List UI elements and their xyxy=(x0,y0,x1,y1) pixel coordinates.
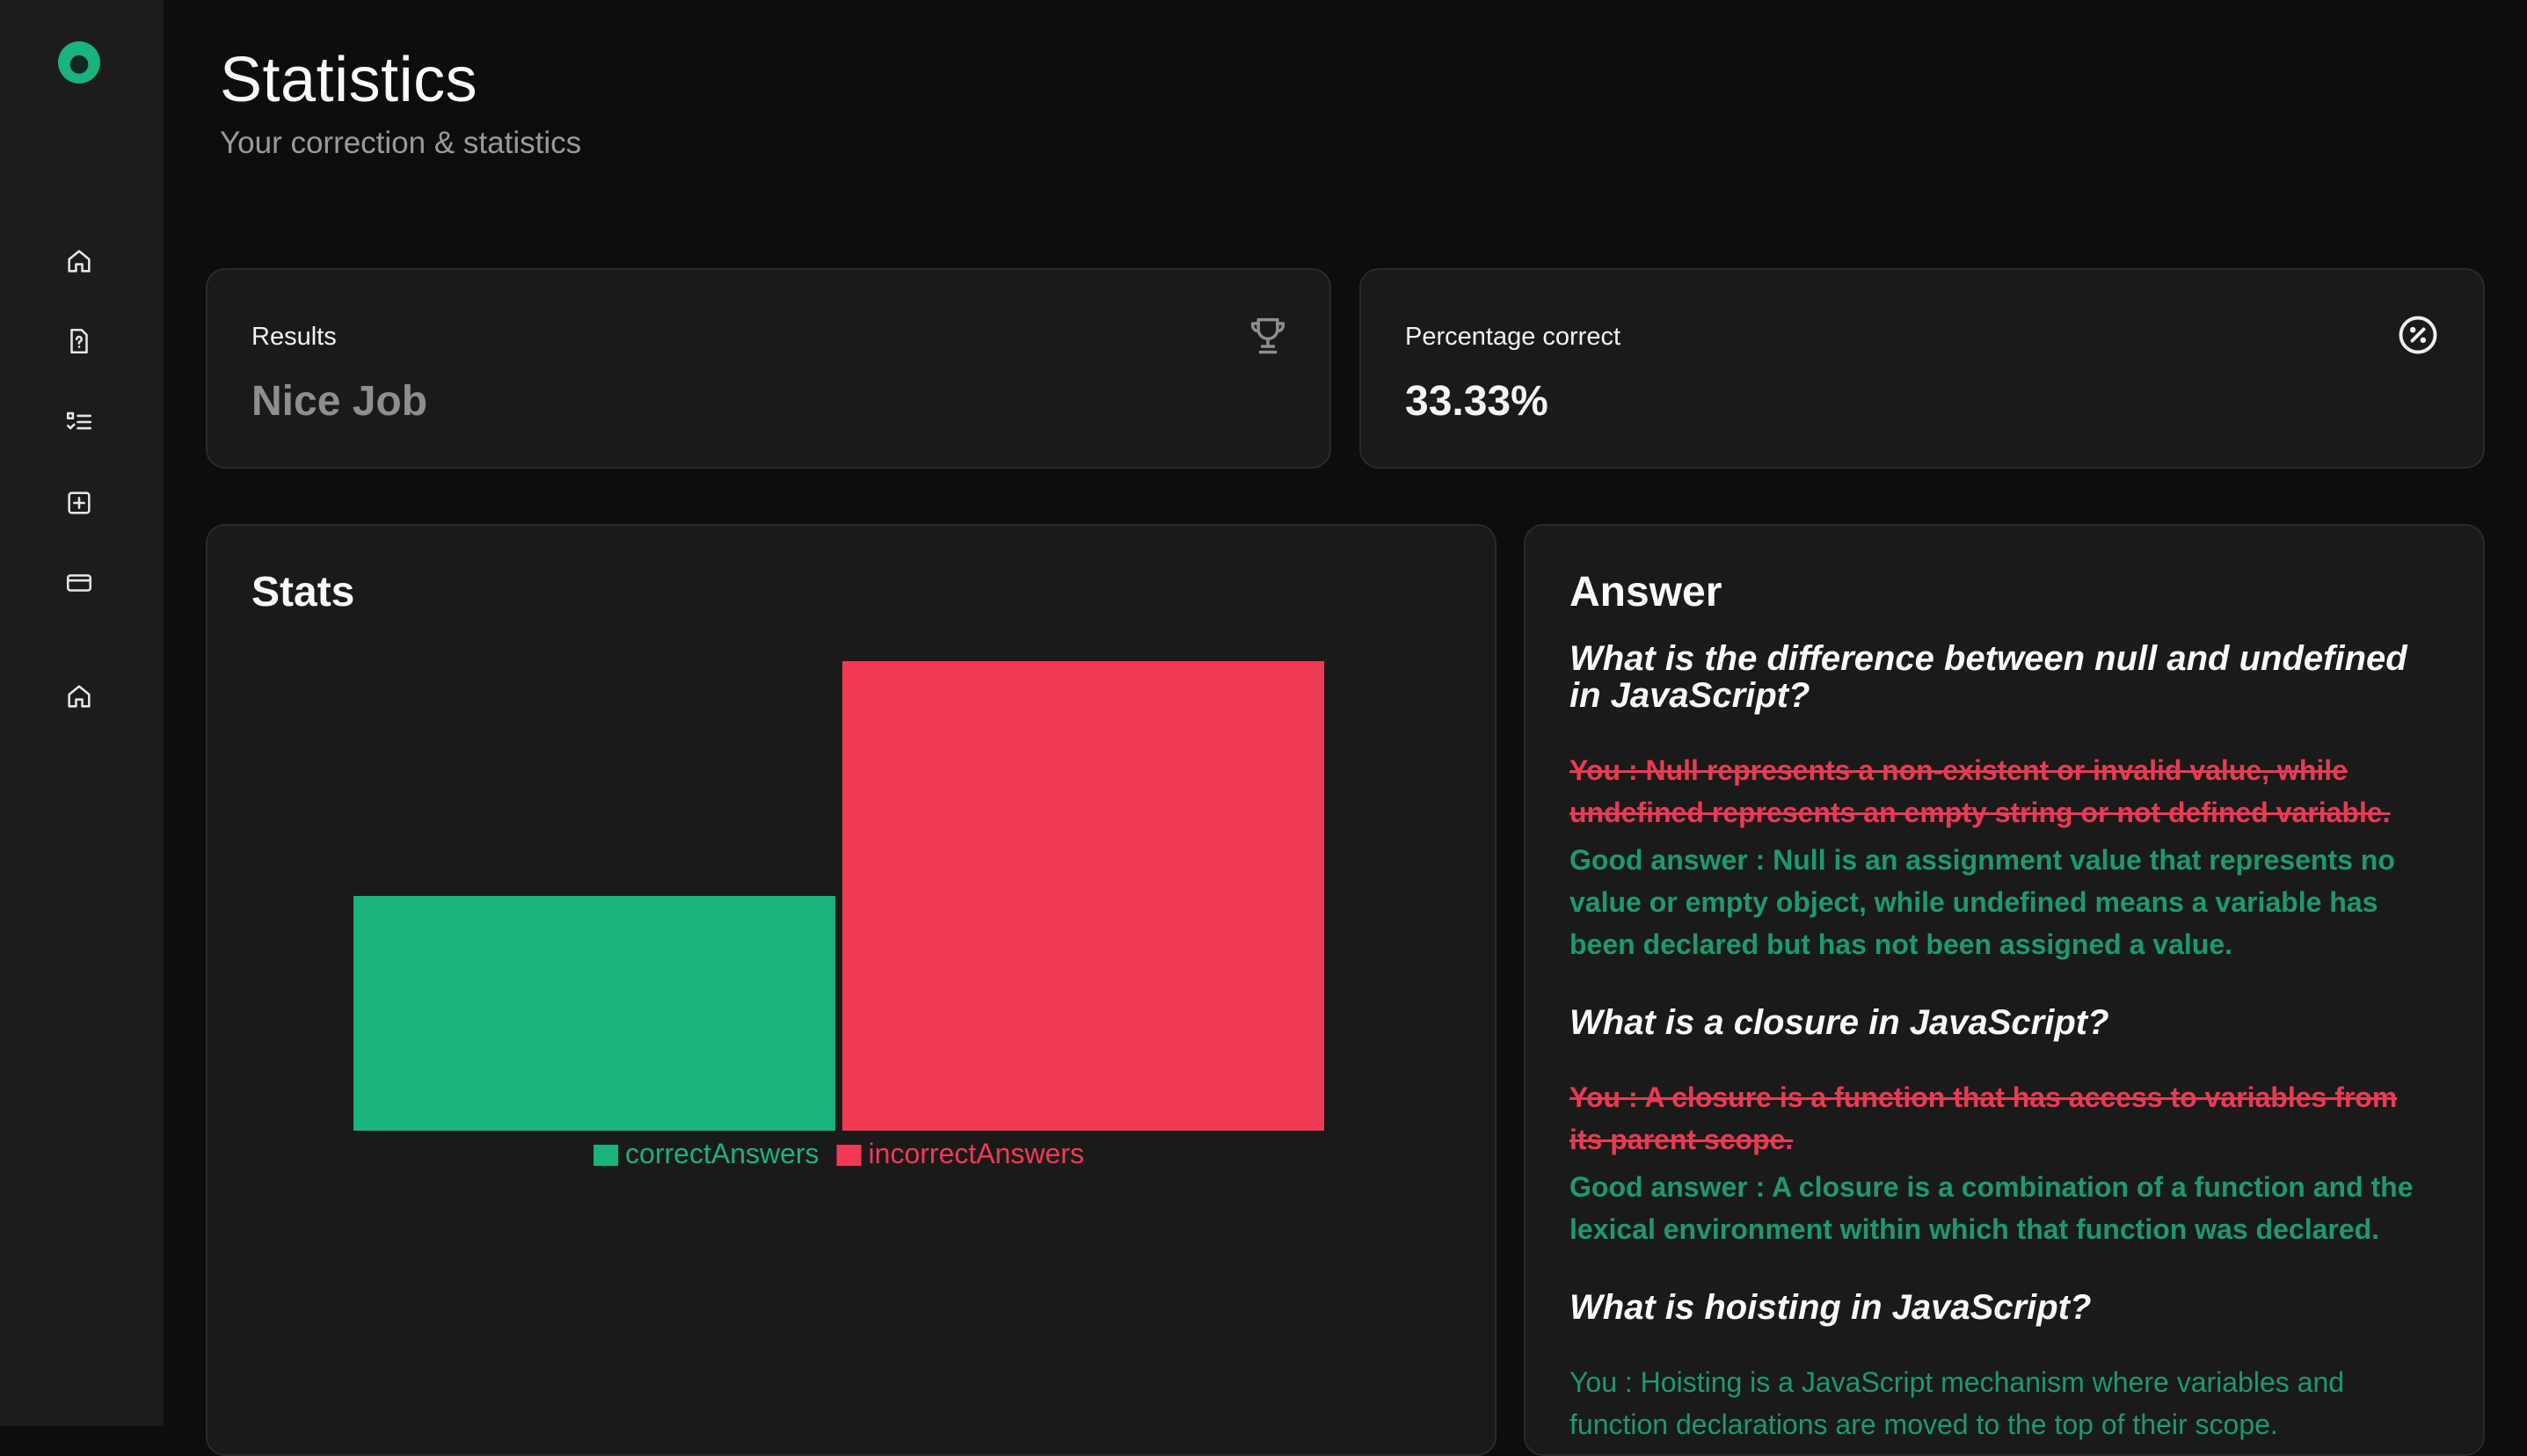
sidebar xyxy=(0,0,164,1426)
app-logo[interactable] xyxy=(58,41,100,84)
answer-item: What is a closure in JavaScript? You : A… xyxy=(1569,1004,2431,1250)
your-answer-incorrect: You : A closure is a function that has a… xyxy=(1569,1081,2398,1155)
home-icon xyxy=(68,685,91,708)
your-answer-incorrect: You : Null represents a non-existent or … xyxy=(1569,754,2391,828)
answer-item: What is hoisting in JavaScript? You : Ho… xyxy=(1569,1289,2431,1445)
page-title: Statistics xyxy=(220,45,478,115)
question-text: What is a closure in JavaScript? xyxy=(1569,1003,2109,1042)
your-answer-correct: You : Hoisting is a JavaScript mechanism… xyxy=(1569,1366,2345,1440)
answer-item: What is the difference between null and … xyxy=(1569,640,2431,965)
answer-title: Answer xyxy=(1569,569,1722,615)
nav-create-button[interactable] xyxy=(61,484,98,521)
results-value: Nice Job xyxy=(251,378,428,425)
stats-bar-chart: correctAnswers incorrectAnswers xyxy=(353,661,1324,1169)
quiz-file-icon xyxy=(70,328,88,354)
nav-billing-button[interactable] xyxy=(61,564,98,601)
bar-incorrectAnswers xyxy=(842,661,1324,1131)
credit-card-icon xyxy=(66,574,92,592)
plus-square-icon xyxy=(68,491,91,514)
bar-correctAnswers xyxy=(353,896,835,1131)
trophy-icon xyxy=(1245,312,1291,358)
answer-panel: Answer What is the difference between nu… xyxy=(1524,524,2485,1456)
stats-title: Stats xyxy=(251,569,355,615)
nav-quiz-button[interactable] xyxy=(61,323,98,360)
percent-circle-icon xyxy=(2395,312,2441,358)
legend-swatch-incorrectAnswers xyxy=(836,1145,862,1166)
good-answer: Good answer : Null is an assignment valu… xyxy=(1569,844,2395,960)
results-label: Results xyxy=(251,323,337,351)
legend-label-incorrectAnswers[interactable]: incorrectAnswers xyxy=(869,1138,1084,1169)
percentage-label: Percentage correct xyxy=(1405,323,1621,351)
checklist-icon xyxy=(66,411,92,430)
good-answer: Good answer : A closure is a combination… xyxy=(1569,1171,2414,1245)
nav-checklist-button[interactable] xyxy=(61,404,98,440)
legend-swatch-correctAnswers xyxy=(594,1145,619,1166)
home-icon xyxy=(68,250,91,273)
percentage-value: 33.33% xyxy=(1405,378,1548,425)
percentage-card: Percentage correct 33.33% xyxy=(1359,268,2485,469)
legend-label-correctAnswers[interactable]: correctAnswers xyxy=(625,1138,819,1169)
results-card: Results Nice Job xyxy=(206,268,1331,469)
stats-panel: Stats correctAnswers incorrectAnswers xyxy=(206,524,1497,1456)
question-text: What is hoisting in JavaScript? xyxy=(1569,1288,2092,1327)
answer-list: What is the difference between null and … xyxy=(1569,640,2431,1451)
nav-home-button[interactable] xyxy=(61,243,98,280)
nav-home-secondary-button[interactable] xyxy=(61,678,98,715)
page-subtitle: Your correction & statistics xyxy=(220,126,582,160)
question-text: What is the difference between null and … xyxy=(1569,639,2407,715)
